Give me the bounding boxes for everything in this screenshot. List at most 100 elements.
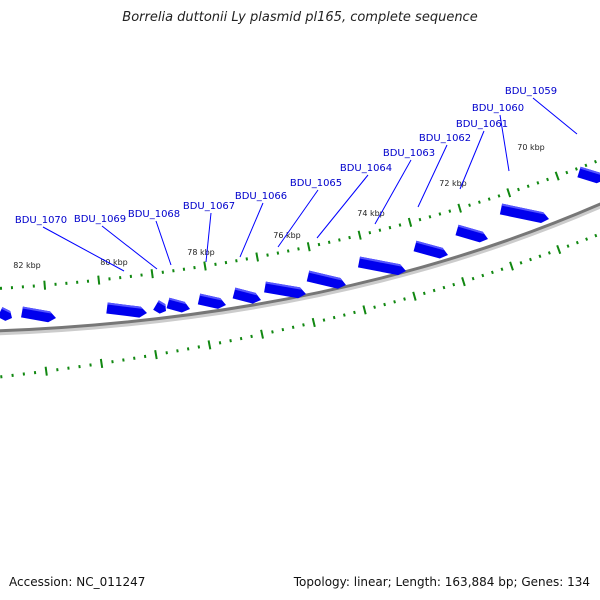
minor-tick [373, 305, 376, 309]
gene-arrow-highlight [1, 307, 12, 314]
leader-line [205, 212, 212, 263]
map-title: Borrelia duttonii Ly plasmid pl165, comp… [122, 10, 478, 25]
gene-arrow-highlight [265, 281, 302, 290]
leader-line [374, 159, 412, 225]
gene-arrow-body [197, 293, 227, 309]
gene-arrow [21, 306, 56, 323]
major-tick [150, 269, 154, 279]
major-tick [362, 305, 367, 315]
backbone [0, 202, 600, 333]
gene-arrow-body [413, 240, 448, 259]
major-tick [509, 261, 514, 271]
minor-tick [239, 336, 243, 341]
minor-tick [481, 273, 485, 278]
minor-tick [276, 251, 280, 255]
inner-tick-ring [0, 233, 598, 379]
gene-arrow [232, 287, 261, 304]
minor-tick [547, 251, 551, 255]
summary-text: Topology: linear; Length: 163,884 bp; Ge… [293, 575, 590, 589]
gene-arrow-body [306, 270, 346, 289]
major-tick [99, 358, 104, 368]
major-tick [554, 171, 560, 181]
minor-tick [594, 233, 598, 238]
minor-tick [378, 228, 382, 232]
minor-tick [176, 349, 179, 353]
minor-tick [327, 240, 331, 244]
outer-tick-ring [0, 159, 597, 290]
gene-arrow-highlight [157, 300, 167, 307]
gene-arrow-highlight [199, 293, 222, 301]
gene-arrow-highlight [457, 224, 485, 235]
leader-line [101, 225, 158, 270]
minor-tick [271, 330, 274, 334]
gene-label: BDU_1070 [15, 215, 67, 226]
major-tick [44, 366, 48, 376]
gene-arrow [106, 302, 147, 318]
minor-tick [291, 325, 295, 329]
minor-tick [322, 318, 326, 322]
minor-tick [546, 177, 549, 182]
minor-tick [235, 259, 238, 263]
gene-label: BDU_1068 [128, 209, 180, 220]
minor-tick [487, 197, 491, 201]
gene-arrow-body [357, 256, 406, 276]
gene-arrow-highlight [359, 256, 402, 267]
minor-tick [575, 240, 579, 245]
major-tick [203, 261, 207, 271]
gene-arrow [306, 270, 346, 289]
kbp-label: 74 kbp [357, 209, 385, 218]
minor-tick [393, 300, 396, 304]
minor-tick [490, 270, 494, 275]
minor-tick [224, 260, 228, 265]
minor-tick [343, 313, 346, 317]
gene-arrow [153, 300, 167, 314]
gene-arrow [264, 281, 307, 299]
gene-arrow [455, 224, 489, 243]
minor-tick [519, 261, 523, 265]
minor-tick [281, 327, 285, 332]
major-tick [461, 277, 466, 287]
kbp-label: 76 kbp [273, 231, 301, 240]
minor-tick [197, 345, 201, 349]
minor-tick [245, 257, 249, 261]
gene-arrow [499, 203, 549, 223]
gene-arrow-body [499, 203, 549, 223]
kbp-label: 82 kbp [13, 261, 41, 270]
minor-tick [229, 339, 232, 343]
minor-tick [383, 302, 386, 307]
leader-line [277, 189, 319, 248]
major-tick [154, 350, 158, 360]
gene-label: BDU_1059 [505, 86, 557, 97]
leader-line [239, 202, 264, 258]
minor-tick [297, 247, 300, 251]
major-tick [97, 275, 101, 285]
minor-tick [353, 310, 356, 315]
minor-tick [438, 212, 442, 216]
kbp-label: 78 kbp [187, 248, 215, 257]
minor-tick [388, 225, 392, 230]
minor-tick [442, 285, 446, 290]
minor-tick [529, 257, 532, 262]
leader-line [459, 130, 485, 190]
label-leader-lines [42, 97, 578, 272]
minor-tick [186, 347, 190, 351]
kbp-label: 72 kbp [439, 179, 467, 188]
gene-arrow-highlight [168, 297, 187, 305]
major-tick [506, 188, 512, 198]
major-tick [311, 317, 316, 328]
minor-tick [538, 254, 542, 258]
minor-tick [565, 170, 569, 175]
gene-arrow-highlight [580, 166, 600, 176]
gene-arrow-body [0, 307, 12, 321]
gene-features [0, 166, 600, 323]
gene-arrow-body [21, 306, 56, 323]
gene-label: BDU_1060 [472, 103, 524, 114]
leader-line [42, 226, 125, 272]
gene-arrow-highlight [107, 302, 143, 309]
minor-tick [585, 237, 589, 241]
gene-arrow-body [232, 287, 261, 304]
gene-arrow [0, 307, 12, 321]
gene-label: BDU_1067 [183, 201, 235, 212]
gene-label: BDU_1069 [74, 214, 126, 225]
